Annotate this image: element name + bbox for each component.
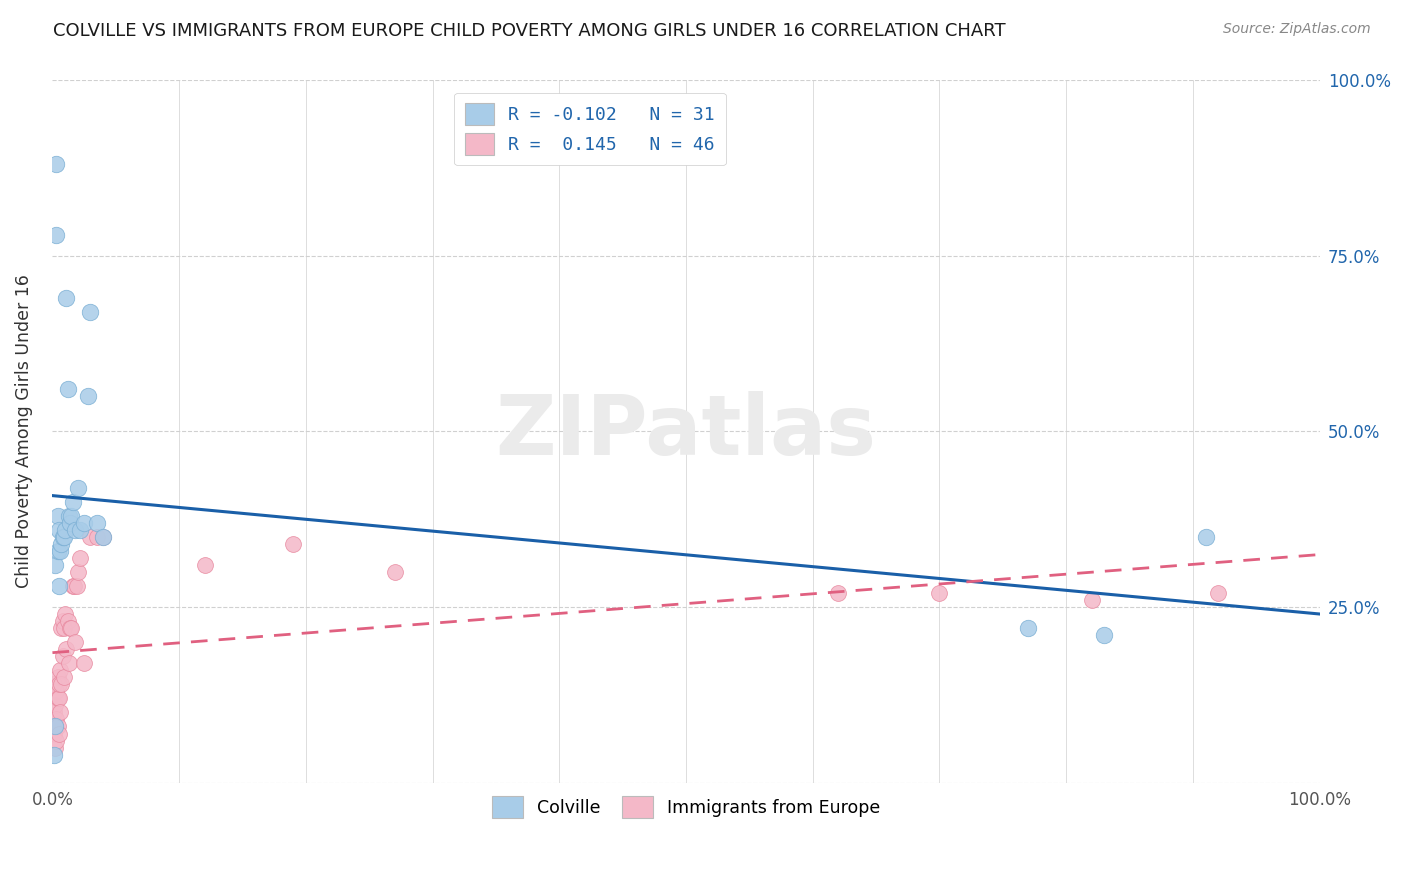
Point	[44, 719, 66, 733]
Point	[55, 642, 77, 657]
Point	[51, 677, 73, 691]
Point	[91, 530, 114, 544]
Point	[56, 614, 79, 628]
Point	[49, 543, 72, 558]
Point	[1194, 530, 1216, 544]
Point	[66, 565, 89, 579]
Point	[58, 657, 80, 671]
Point	[48, 691, 70, 706]
Point	[65, 523, 87, 537]
Point	[1080, 593, 1102, 607]
Point	[60, 508, 83, 523]
Point	[59, 621, 82, 635]
Point	[65, 635, 87, 649]
Point	[48, 677, 70, 691]
Legend: Colville, Immigrants from Europe: Colville, Immigrants from Europe	[485, 789, 887, 824]
Point	[73, 516, 96, 530]
Y-axis label: Child Poverty Among Girls Under 16: Child Poverty Among Girls Under 16	[15, 275, 32, 589]
Point	[51, 537, 73, 551]
Point	[79, 305, 101, 319]
Point	[283, 537, 305, 551]
Point	[42, 726, 65, 740]
Point	[1017, 621, 1039, 635]
Point	[52, 614, 75, 628]
Text: Source: ZipAtlas.com: Source: ZipAtlas.com	[1223, 22, 1371, 37]
Point	[48, 726, 70, 740]
Point	[384, 565, 406, 579]
Text: COLVILLE VS IMMIGRANTS FROM EUROPE CHILD POVERTY AMONG GIRLS UNDER 16 CORRELATIO: COLVILLE VS IMMIGRANTS FROM EUROPE CHILD…	[53, 22, 1007, 40]
Point	[77, 389, 100, 403]
Point	[46, 508, 69, 523]
Point	[46, 719, 69, 733]
Point	[52, 530, 75, 544]
Point	[60, 621, 83, 635]
Point	[45, 157, 67, 171]
Point	[86, 530, 108, 544]
Point	[91, 530, 114, 544]
Point	[65, 579, 87, 593]
Point	[44, 719, 66, 733]
Point	[79, 530, 101, 544]
Point	[58, 508, 80, 523]
Point	[48, 579, 70, 593]
Point	[1206, 586, 1229, 600]
Point	[49, 663, 72, 677]
Point	[62, 579, 84, 593]
Point	[66, 481, 89, 495]
Point	[45, 684, 67, 698]
Point	[52, 670, 75, 684]
Point	[42, 677, 65, 691]
Point	[55, 291, 77, 305]
Point	[53, 523, 76, 537]
Point	[45, 713, 67, 727]
Point	[48, 523, 70, 537]
Point	[49, 706, 72, 720]
Point	[53, 607, 76, 621]
Text: ZIPatlas: ZIPatlas	[495, 391, 876, 472]
Point	[44, 740, 66, 755]
Point	[827, 586, 849, 600]
Point	[1092, 628, 1115, 642]
Point	[42, 706, 65, 720]
Point	[63, 579, 86, 593]
Point	[44, 698, 66, 713]
Point	[928, 586, 950, 600]
Point	[45, 227, 67, 242]
Point	[86, 516, 108, 530]
Point	[52, 649, 75, 664]
Point	[46, 691, 69, 706]
Point	[45, 733, 67, 747]
Point	[44, 558, 66, 572]
Point	[46, 543, 69, 558]
Point	[59, 516, 82, 530]
Point	[69, 523, 91, 537]
Point	[46, 670, 69, 684]
Point	[193, 558, 215, 572]
Point	[52, 621, 75, 635]
Point	[51, 621, 73, 635]
Point	[52, 530, 75, 544]
Point	[73, 657, 96, 671]
Point	[69, 550, 91, 565]
Point	[42, 747, 65, 762]
Point	[62, 494, 84, 508]
Point	[56, 382, 79, 396]
